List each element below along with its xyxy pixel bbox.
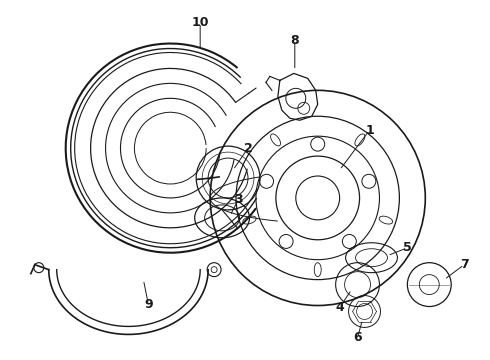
Text: 3: 3 [234, 193, 243, 206]
Text: 8: 8 [291, 34, 299, 47]
Text: 4: 4 [335, 301, 344, 314]
Text: 10: 10 [192, 16, 209, 29]
Text: 2: 2 [244, 141, 252, 155]
Text: 7: 7 [460, 258, 468, 271]
Text: 6: 6 [353, 331, 362, 344]
Text: 5: 5 [403, 241, 412, 254]
Text: 1: 1 [365, 124, 374, 137]
Text: 9: 9 [144, 298, 153, 311]
